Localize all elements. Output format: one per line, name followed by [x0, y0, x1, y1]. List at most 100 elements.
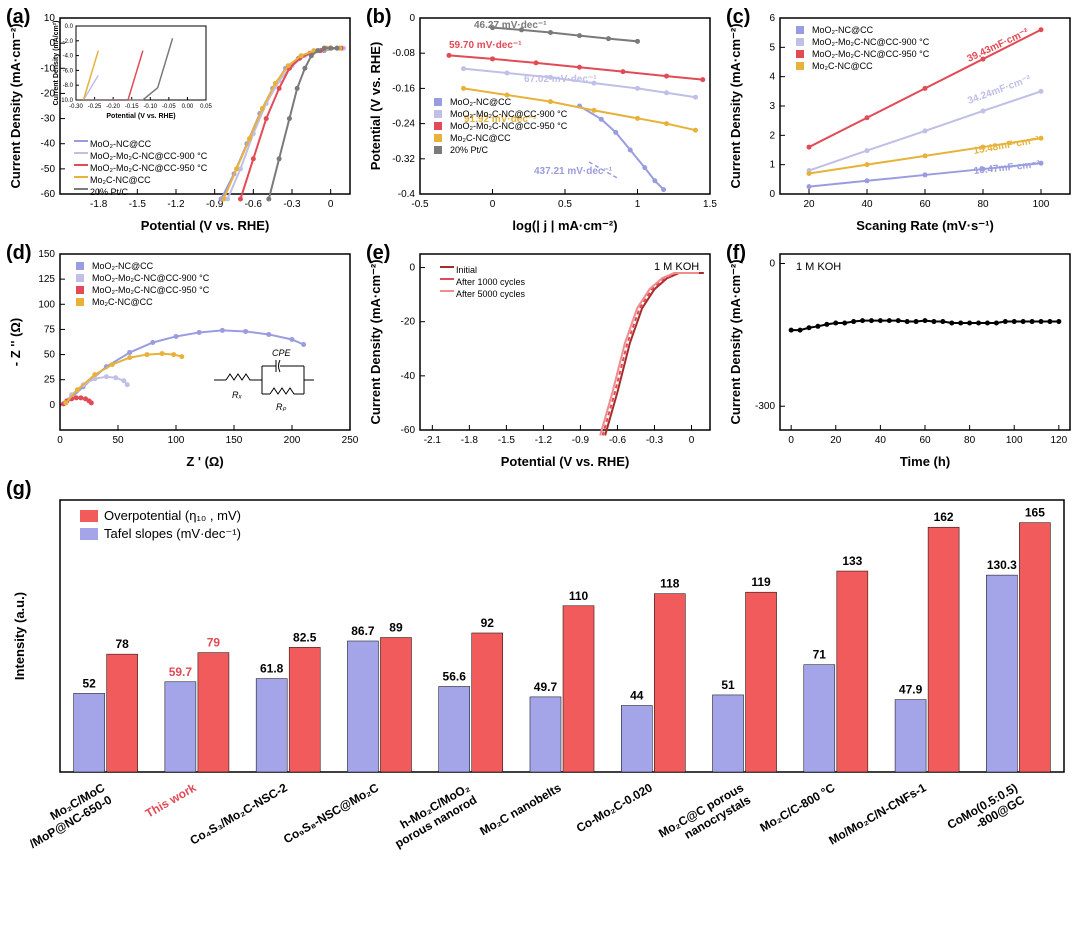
svg-text:100: 100 [1033, 199, 1050, 210]
svg-text:Potential (V vs. RHE): Potential (V vs. RHE) [501, 454, 630, 469]
svg-text:1 M KOH: 1 M KOH [796, 261, 841, 273]
svg-text:100: 100 [1006, 435, 1023, 446]
svg-text:3: 3 [769, 101, 775, 112]
svg-text:5: 5 [769, 42, 775, 53]
svg-text:130.3: 130.3 [987, 558, 1017, 572]
svg-text:Rₓ: Rₓ [232, 390, 242, 400]
svg-text:0: 0 [49, 400, 55, 411]
svg-text:0.00: 0.00 [182, 104, 194, 110]
svg-text:100: 100 [38, 299, 55, 310]
svg-text:0: 0 [409, 13, 415, 24]
svg-text:-0.24: -0.24 [392, 119, 415, 130]
panel-e-label: (e) [366, 242, 390, 265]
svg-text:Overpotential (η₁₀ , mV): Overpotential (η₁₀ , mV) [104, 508, 241, 523]
svg-text:-60: -60 [41, 189, 56, 200]
svg-text:61.8: 61.8 [260, 662, 284, 676]
svg-text:1 M KOH: 1 M KOH [654, 261, 699, 273]
svg-text:MoO₂-NC@CC: MoO₂-NC@CC [90, 139, 152, 149]
svg-text:Mo₂C-NC@CC: Mo₂C-NC@CC [92, 297, 153, 307]
svg-text:1.5: 1.5 [703, 199, 717, 210]
svg-text:51: 51 [721, 678, 735, 692]
svg-text:250: 250 [342, 435, 359, 446]
svg-text:125: 125 [38, 274, 55, 285]
svg-text:437.21 mV·dec⁻¹: 437.21 mV·dec⁻¹ [534, 166, 613, 177]
svg-text:56.6: 56.6 [443, 669, 467, 683]
svg-text:52: 52 [82, 676, 96, 690]
svg-text:-0.32: -0.32 [392, 154, 415, 165]
panel-d-label: (d) [6, 242, 32, 265]
svg-text:49.7: 49.7 [534, 680, 558, 694]
svg-text:-8.0: -8.0 [63, 83, 74, 89]
svg-text:60: 60 [919, 435, 931, 446]
svg-text:Current Density (mA·cm⁻²): Current Density (mA·cm⁻²) [728, 23, 743, 188]
svg-text:60: 60 [919, 199, 931, 210]
svg-text:2: 2 [769, 130, 775, 141]
svg-text:Potential (V vs. RHE): Potential (V vs. RHE) [368, 42, 383, 171]
svg-text:119: 119 [751, 575, 771, 589]
svg-text:Potential (V vs. RHE): Potential (V vs. RHE) [141, 218, 270, 233]
svg-text:10.47mF·cm⁻²: 10.47mF·cm⁻² [973, 159, 1041, 177]
svg-text:80: 80 [977, 199, 989, 210]
svg-text:Initial: Initial [456, 265, 477, 275]
svg-text:-0.3: -0.3 [283, 199, 301, 210]
svg-text:MoO₂-NC@CC: MoO₂-NC@CC [812, 25, 874, 35]
svg-text:44: 44 [630, 689, 644, 703]
svg-text:This work: This work [143, 780, 199, 820]
svg-text:75: 75 [44, 324, 56, 335]
svg-text:79: 79 [207, 636, 221, 650]
panel-g-label: (g) [6, 478, 32, 501]
svg-text:46.27 mV·dec⁻¹: 46.27 mV·dec⁻¹ [474, 20, 547, 31]
svg-text:34.24mF·cm⁻²: 34.24mF·cm⁻² [966, 74, 1033, 107]
svg-text:89: 89 [389, 621, 403, 635]
svg-text:-0.10: -0.10 [143, 104, 157, 110]
svg-text:-1.8: -1.8 [461, 435, 479, 446]
svg-text:6: 6 [769, 13, 775, 24]
svg-text:MoO₂-Mo₂C-NC@CC-950 °C: MoO₂-Mo₂C-NC@CC-950 °C [90, 163, 208, 173]
svg-text:MoO₂-Mo₂C-NC@CC-950 °C: MoO₂-Mo₂C-NC@CC-950 °C [812, 49, 930, 59]
svg-text:40: 40 [861, 199, 873, 210]
panel-f: (f)020406080100120-3000Time (h)Current D… [724, 240, 1080, 472]
svg-text:-20: -20 [401, 317, 416, 328]
svg-text:20: 20 [803, 199, 815, 210]
svg-text:0: 0 [769, 259, 775, 270]
svg-text:86.7: 86.7 [351, 624, 375, 638]
svg-text:200: 200 [284, 435, 301, 446]
svg-text:50: 50 [44, 350, 56, 361]
svg-text:0.5: 0.5 [558, 199, 572, 210]
svg-text:-60: -60 [401, 425, 416, 436]
svg-text:After 5000 cycles: After 5000 cycles [456, 289, 526, 299]
panel-e: (e)-2.1-1.8-1.5-1.2-0.9-0.6-0.30-60-40-2… [364, 240, 720, 472]
svg-text:Tafel slopes (mV·dec⁻¹): Tafel slopes (mV·dec⁻¹) [104, 526, 241, 541]
svg-text:20% Pt/C: 20% Pt/C [90, 187, 129, 197]
top-grid: (a)-1.8-1.5-1.2-0.9-0.6-0.30-60-50-40-30… [0, 0, 1080, 476]
svg-text:-2.1: -2.1 [424, 435, 442, 446]
panel-d: (d)0501001502002500255075100125150Z ' (Ω… [4, 240, 360, 472]
svg-text:CPE: CPE [272, 348, 292, 358]
svg-text:0: 0 [328, 199, 334, 210]
svg-text:Time (h): Time (h) [900, 454, 950, 469]
svg-text:4: 4 [769, 72, 775, 83]
svg-text:-4.0: -4.0 [63, 54, 74, 60]
svg-text:Current Density (mA·cm⁻²): Current Density (mA·cm⁻²) [8, 23, 23, 188]
svg-text:39.43mF·cm⁻²: 39.43mF·cm⁻² [966, 26, 1031, 64]
svg-text:-0.4: -0.4 [398, 189, 416, 200]
svg-text:0: 0 [769, 189, 775, 200]
svg-text:-0.20: -0.20 [106, 104, 120, 110]
svg-text:-1.5: -1.5 [129, 199, 147, 210]
svg-text:1: 1 [635, 199, 641, 210]
panel-b: (b)-0.500.511.5-0.4-0.32-0.24-0.16-0.080… [364, 4, 720, 236]
svg-text:Potential (V vs. RHE): Potential (V vs. RHE) [106, 113, 175, 120]
svg-text:Z ' (Ω): Z ' (Ω) [186, 454, 223, 469]
svg-text:MoO₂-NC@CC: MoO₂-NC@CC [450, 97, 512, 107]
svg-text:-0.3: -0.3 [646, 435, 664, 446]
svg-text:-0.30: -0.30 [69, 104, 83, 110]
svg-text:-50: -50 [41, 164, 56, 175]
svg-text:Mo₂C-NC@CC: Mo₂C-NC@CC [90, 175, 151, 185]
svg-text:After 1000 cycles: After 1000 cycles [456, 277, 526, 287]
svg-text:-0.6: -0.6 [609, 435, 627, 446]
svg-text:MoO₂-Mo₂C-NC@CC-900 °C: MoO₂-Mo₂C-NC@CC-900 °C [92, 273, 210, 283]
svg-text:78: 78 [115, 637, 129, 651]
svg-text:0: 0 [409, 263, 415, 274]
svg-text:47.9: 47.9 [899, 683, 923, 697]
svg-text:71: 71 [813, 648, 827, 662]
